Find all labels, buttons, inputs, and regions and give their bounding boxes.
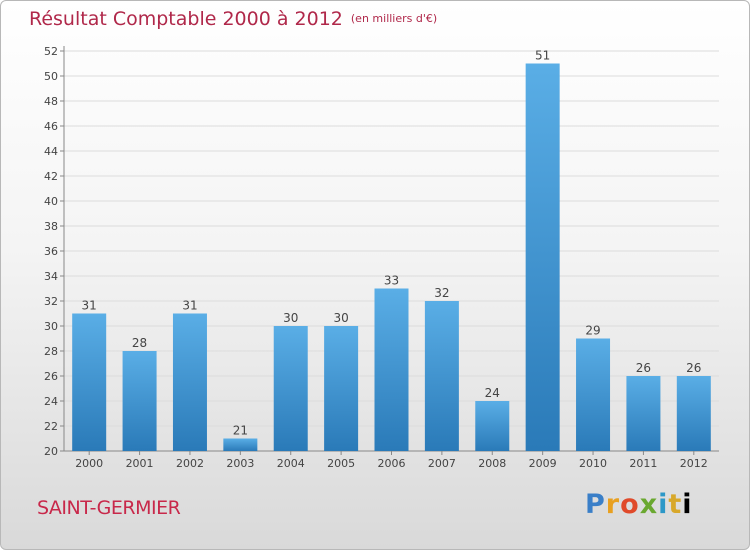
y-tick-label: 36 (44, 245, 58, 258)
bar-2012 (676, 376, 711, 451)
bar-value-label: 30 (333, 311, 348, 325)
x-tick-label: 2001 (126, 457, 154, 470)
bar-value-label: 26 (686, 361, 701, 375)
y-tick-label: 20 (44, 445, 58, 458)
bar-2011 (626, 376, 661, 451)
bar-2001 (122, 351, 157, 451)
y-tick-label: 34 (44, 270, 58, 283)
y-tick-label: 22 (44, 420, 58, 433)
y-tick-label: 32 (44, 295, 58, 308)
y-tick-label: 46 (44, 120, 58, 133)
bars (72, 63, 711, 451)
x-tick-label: 2009 (529, 457, 557, 470)
x-tick-label: 2003 (226, 457, 254, 470)
x-tick-label: 2006 (378, 457, 406, 470)
bar-value-label: 21 (233, 424, 248, 438)
y-tick-label: 48 (44, 95, 58, 108)
x-tick-label: 2012 (680, 457, 708, 470)
chart-subtitle: (en milliers d'€) (350, 12, 438, 25)
axis-tick-labels: 20 22 24 26 28 30 32 34 36 38 40 42 44 46 48 50 52 2000 20… (44, 45, 708, 470)
bar-value-label: 33 (384, 274, 399, 288)
bar-value-label: 28 (132, 336, 147, 350)
bar-2000 (72, 313, 107, 451)
x-tick-label: 2000 (75, 457, 103, 470)
x-tick-label: 2008 (478, 457, 506, 470)
y-tick-label: 40 (44, 195, 58, 208)
y-tick-label: 24 (44, 395, 58, 408)
bar-value-label: 32 (434, 286, 449, 300)
y-tick-label: 38 (44, 220, 58, 233)
x-tick-label: 2011 (629, 457, 657, 470)
bar-2003 (223, 438, 258, 451)
chart-title-text: Résultat Comptable 2000 à 2012 (29, 8, 343, 30)
x-tick-label: 2007 (428, 457, 456, 470)
bar-value-label: 26 (636, 361, 651, 375)
bar-value-label: 31 (82, 299, 97, 313)
bar-value-label: 31 (182, 299, 197, 313)
x-tick-label: 2005 (327, 457, 355, 470)
x-tick-label: 2002 (176, 457, 204, 470)
bar-2006 (374, 288, 409, 451)
proxiti-logo: Proxiti (585, 489, 693, 520)
bar-value-labels: 31 28 31 21 30 30 33 32 24 51 29 26 26 (82, 49, 702, 438)
y-tick-label: 26 (44, 370, 58, 383)
bar-value-label: 51 (535, 49, 550, 63)
y-tick-label: 28 (44, 345, 58, 358)
bar-2010 (576, 338, 611, 451)
y-tick-label: 50 (44, 70, 58, 83)
bar-2004 (273, 326, 308, 451)
bar-value-label: 30 (283, 311, 298, 325)
bar-2009 (525, 63, 560, 451)
x-tick-label: 2004 (277, 457, 305, 470)
city-name: SAINT-GERMIER (37, 497, 181, 519)
bar-value-label: 24 (485, 386, 500, 400)
x-tick-label: 2010 (579, 457, 607, 470)
bar-2007 (424, 301, 459, 451)
y-tick-label: 42 (44, 170, 58, 183)
bar-2002 (172, 313, 207, 451)
bar-value-label: 29 (585, 324, 600, 338)
y-tick-label: 44 (44, 145, 58, 158)
y-tick-label: 52 (44, 45, 58, 58)
chart-title: Résultat Comptable 2000 à 2012 (en millie… (29, 8, 437, 30)
bar-2005 (324, 326, 359, 451)
bar-2008 (475, 401, 510, 451)
y-tick-label: 30 (44, 320, 58, 333)
